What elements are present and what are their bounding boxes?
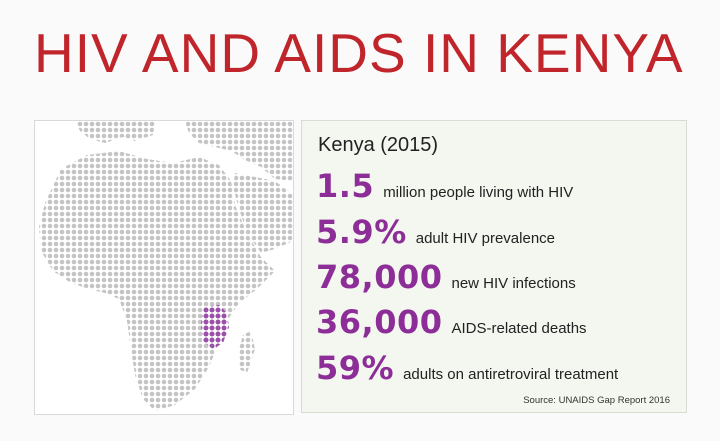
stat-row: 59% adults on antiretroviral treatment: [316, 349, 618, 387]
stat-label: million people living with HIV: [383, 184, 574, 201]
stat-row: 36,000 AIDS-related deaths: [316, 303, 587, 341]
stat-label: adults on antiretroviral treatment: [403, 366, 619, 383]
stat-label: new HIV infections: [451, 275, 576, 292]
africa-map: [34, 120, 294, 415]
stat-row: 1.5 million people living with HIV: [316, 167, 573, 205]
europe-shape: [75, 121, 293, 181]
stats-panel: Kenya (2015) 1.5 million people living w…: [301, 120, 687, 413]
stat-label: AIDS-related deaths: [451, 320, 587, 337]
kenya-highlight: [201, 305, 229, 349]
stat-value: 36,000: [316, 303, 443, 341]
madagascar-shape: [239, 331, 255, 373]
stat-value: 5.9%: [316, 213, 407, 251]
stat-row: 5.9% adult HIV prevalence: [316, 213, 555, 251]
stat-row: 78,000 new HIV infections: [316, 258, 576, 296]
country-heading: Kenya (2015): [318, 134, 439, 156]
africa-map-graphic: [39, 121, 293, 411]
stat-value: 59%: [316, 349, 395, 387]
stat-label: adult HIV prevalence: [415, 230, 555, 247]
page-title: HIV AND AIDS IN KENYA: [34, 22, 684, 84]
source-note: Source: UNAIDS Gap Report 2016: [523, 395, 670, 406]
stat-value: 1.5: [316, 167, 375, 205]
stat-value: 78,000: [316, 258, 443, 296]
arabia-shape: [233, 173, 293, 253]
